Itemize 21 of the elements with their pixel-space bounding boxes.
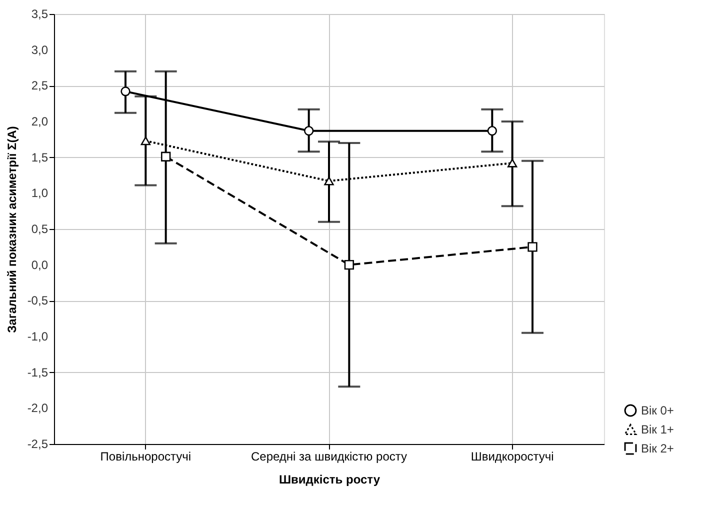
legend-label: Вік 0+: [641, 404, 674, 418]
legend-label: Вік 2+: [641, 442, 674, 456]
y-tick-label: -1,5: [27, 365, 48, 380]
y-tick-label: 3,0: [31, 42, 48, 57]
y-tick-label: 1,0: [31, 186, 48, 200]
y-axis-title: Загальний показник асиметрії Σ(A): [5, 126, 19, 333]
y-tick-label: 2,5: [31, 78, 48, 93]
x-axis-title: Швидкість росту: [278, 472, 380, 486]
legend-label: Вік 1+: [641, 422, 674, 436]
y-tick-label: -2,5: [27, 437, 48, 451]
y-tick-label: -0,5: [27, 294, 48, 308]
y-tick-label: 0,0: [31, 258, 48, 272]
x-tick-label: Повільноростучі: [100, 450, 192, 464]
y-tick-label: 0,5: [31, 222, 48, 236]
y-tick-label: 1,5: [31, 150, 48, 164]
y-tick-label: -1,0: [27, 330, 48, 344]
x-tick-label: Середні за швидкістю росту: [251, 450, 407, 464]
y-tick-label: 3,5: [31, 7, 48, 21]
y-tick-label: 2,0: [31, 114, 48, 128]
x-tick-label: Швидкоростучі: [470, 450, 554, 464]
y-tick-label: -2,0: [27, 401, 48, 416]
